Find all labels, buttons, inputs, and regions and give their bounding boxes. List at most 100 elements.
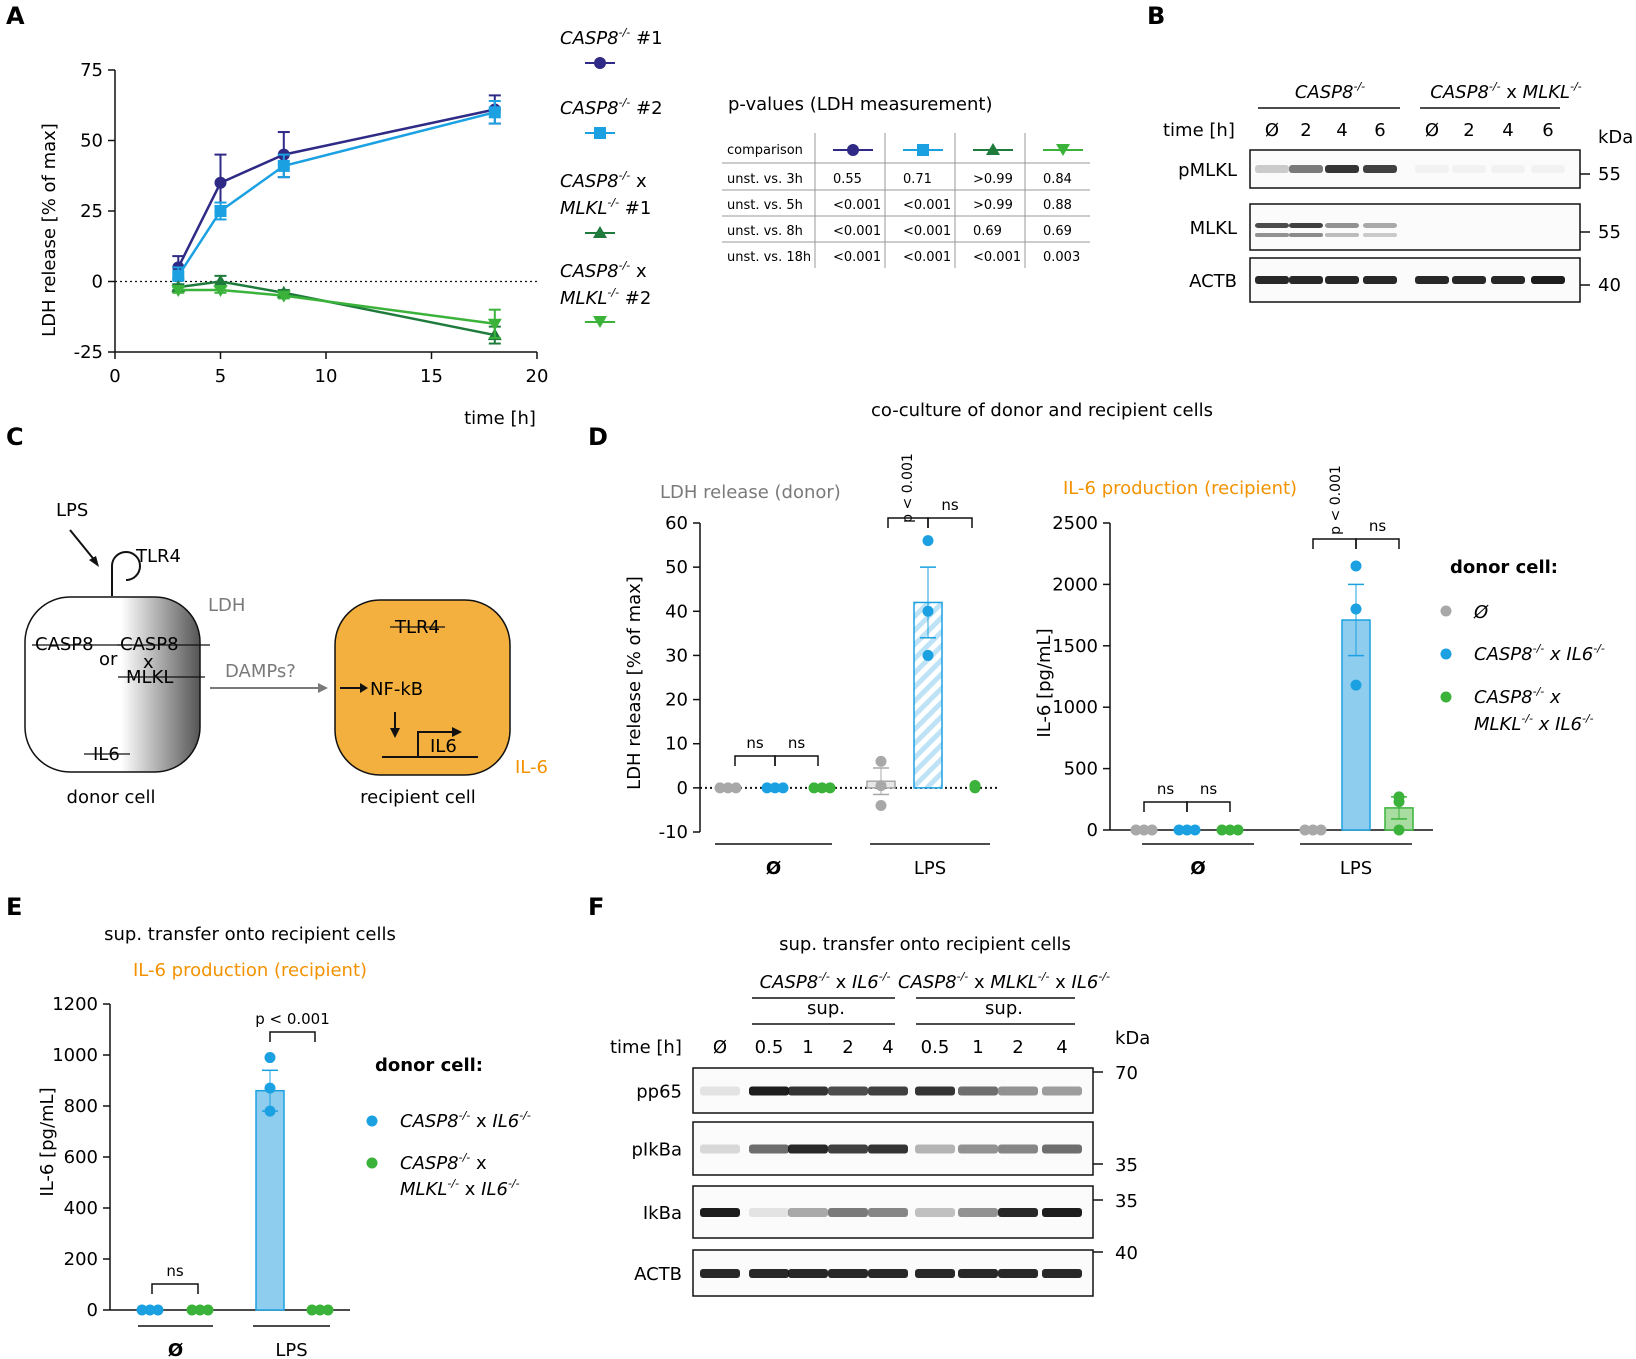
f-band <box>958 1208 998 1217</box>
d-legend-1: Ø <box>1473 602 1489 623</box>
b-band <box>1289 223 1323 228</box>
pvalue-cell: 0.003 <box>1043 250 1080 265</box>
b-band <box>1363 276 1397 284</box>
bar-point <box>186 1304 198 1316</box>
b-band <box>1363 165 1397 173</box>
f-lane-label: 2 <box>842 1037 853 1058</box>
bar-point <box>194 1304 206 1316</box>
b-lane-label: Ø <box>1265 120 1279 141</box>
c-il6-out: IL-6 <box>515 757 548 778</box>
b-group2-label: CASP8-/- x MLKL-/- <box>1430 80 1581 103</box>
bar-point <box>875 755 887 767</box>
bar-point <box>1173 824 1185 836</box>
a-point <box>213 284 228 297</box>
f-lane-label: 1 <box>802 1037 813 1058</box>
b-lane-label: 6 <box>1374 120 1385 141</box>
f-kda-marker: 40 <box>1115 1243 1138 1264</box>
f-band <box>828 1144 868 1154</box>
panel-label-d: D <box>588 423 608 451</box>
f-band <box>915 1086 955 1096</box>
legend-a-1-marker <box>594 57 606 69</box>
e-legend-dot-2 <box>366 1157 378 1169</box>
f-band <box>868 1269 908 1278</box>
b-band <box>1491 276 1525 284</box>
f-header: sup. transfer onto recipient cells <box>779 934 1071 955</box>
f-band <box>868 1208 908 1217</box>
panel-a-pvalue-table: p-values (LDH measurement) comparison un… <box>722 94 1090 268</box>
bar-point <box>777 782 789 794</box>
sig-label-rotated: p < 0.001 <box>900 453 916 523</box>
f-band <box>998 1269 1038 1278</box>
f-kda-marker: 35 <box>1115 1155 1138 1176</box>
bar-point <box>969 780 981 792</box>
f-kda-marker: 35 <box>1115 1191 1138 1212</box>
panel-d-legend: donor cell: Ø CASP8-/- x IL6-/- CASP8-/-… <box>1440 557 1605 735</box>
f-band <box>700 1208 740 1217</box>
bar-point <box>264 1105 276 1117</box>
bar-ytick-label: 1500 <box>1052 636 1098 657</box>
b-blot-frame <box>1249 203 1581 251</box>
bar-point <box>1138 824 1150 836</box>
bar-point <box>1350 560 1362 572</box>
b-lane-label: 2 <box>1463 120 1474 141</box>
b-band <box>1363 223 1397 228</box>
bar-ytick-label: 0 <box>677 778 688 799</box>
a-xtick-label: 5 <box>215 366 226 387</box>
bar-point <box>1350 679 1362 691</box>
b-band <box>1255 165 1289 173</box>
e-ylabel: IL-6 [pg/mL] <box>37 1087 58 1196</box>
f-kda-label: kDa <box>1115 1028 1150 1049</box>
f-blot-label: IkBa <box>643 1203 682 1224</box>
b-band <box>1363 233 1397 237</box>
group-label: Ø <box>766 858 781 879</box>
f-lane-label: 4 <box>882 1037 893 1058</box>
legend-a-3: CASP8-/- x <box>560 169 647 192</box>
bar-point <box>1189 824 1201 836</box>
panel-label-c: C <box>6 423 24 451</box>
sig-label-rotated: p < 0.001 <box>1328 465 1344 535</box>
group-label: LPS <box>914 858 946 879</box>
f-band <box>1042 1086 1082 1096</box>
bar-point <box>264 1082 276 1094</box>
f-band <box>749 1208 789 1217</box>
pvalue-cell: unst. vs. 5h <box>727 198 803 213</box>
sig-bracket <box>774 755 819 766</box>
f-time-label: time [h] <box>610 1037 682 1058</box>
panel-a-xlabel: time [h] <box>464 408 536 429</box>
pvalue-cell: 0.71 <box>903 172 932 187</box>
a-point <box>214 176 227 189</box>
a-point <box>214 205 227 217</box>
f-lane-label: Ø <box>713 1037 727 1058</box>
bar-ytick-label: 500 <box>1064 759 1098 780</box>
f-band <box>749 1144 789 1154</box>
a-series-line-2 <box>177 111 496 277</box>
a-point <box>277 159 290 172</box>
f-lane-label: 0.5 <box>755 1037 784 1058</box>
d-legend-2: CASP8-/- x IL6-/- <box>1474 642 1605 665</box>
legend-a-1: CASP8-/- #1 <box>560 26 663 49</box>
d-legend-dot-1 <box>1440 605 1452 617</box>
b-band <box>1325 276 1359 284</box>
d-left-title: LDH release (donor) <box>660 482 841 503</box>
bar-ytick-label: 2500 <box>1052 513 1098 534</box>
c-donor-label: donor cell <box>67 787 156 808</box>
sig-bracket <box>734 755 776 766</box>
pvalue-cell: 0.84 <box>1043 172 1072 187</box>
pvalue-cell: 0.55 <box>833 172 862 187</box>
c-x: x <box>143 652 154 673</box>
b-band <box>1255 233 1289 237</box>
legend-a-4-marker <box>593 316 607 328</box>
c-recipient-label: recipient cell <box>360 787 476 808</box>
recipient-cell <box>334 599 511 776</box>
f-sup1: sup. <box>807 998 845 1019</box>
b-lane-label: Ø <box>1425 120 1439 141</box>
b-lane-label: 2 <box>1300 120 1311 141</box>
b-band <box>1325 165 1359 173</box>
f-band <box>958 1144 998 1154</box>
d-legend-3: CASP8-/- x <box>1474 685 1561 708</box>
f-band <box>868 1086 908 1096</box>
a-series-line-4 <box>178 288 495 326</box>
bar-point <box>136 1304 148 1316</box>
a-ytick-label: 50 <box>80 131 103 152</box>
group-label: Ø <box>168 1340 183 1359</box>
